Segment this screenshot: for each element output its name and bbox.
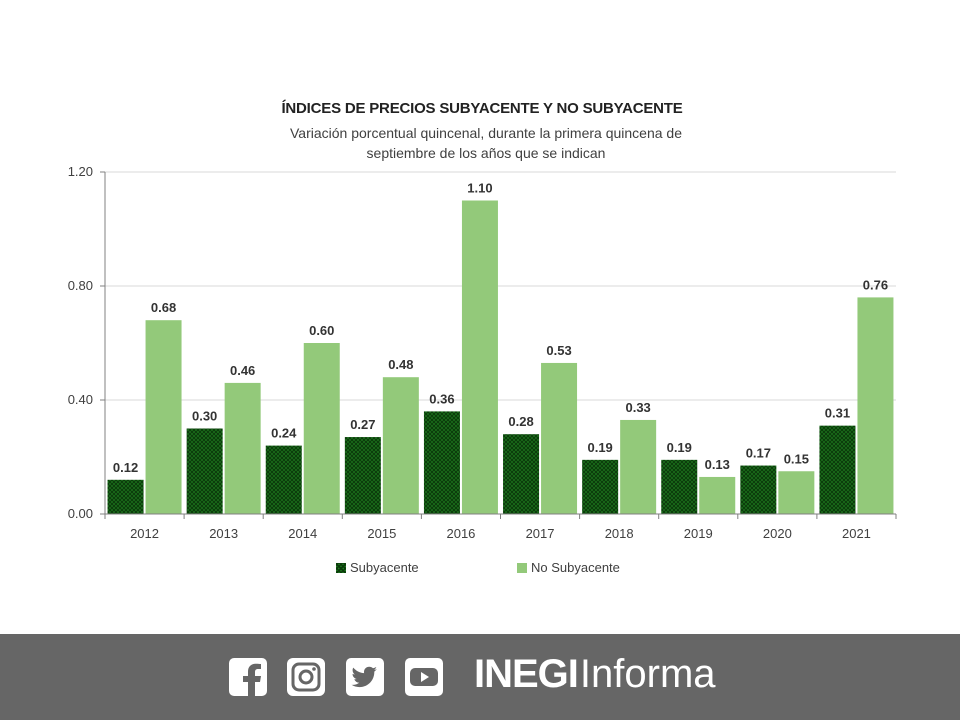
- y-tick-label: 0.40: [68, 392, 93, 407]
- bar-no-subyacente: [303, 343, 340, 514]
- data-label-subyacente: 0.36: [429, 391, 454, 406]
- legend-swatch-subyacente: [336, 562, 346, 573]
- x-tick-label: 2014: [288, 526, 317, 541]
- twitter-icon[interactable]: [346, 658, 384, 696]
- bar-subyacente: [265, 445, 302, 514]
- bar-subyacente: [107, 479, 144, 514]
- bar-subyacente: [582, 459, 619, 514]
- y-tick-label: 0.80: [68, 278, 93, 293]
- bar-no-subyacente: [699, 476, 736, 514]
- bar-no-subyacente: [145, 320, 182, 514]
- chart-subtitle: Variación porcentual quincenal, durante …: [290, 125, 682, 161]
- data-label-subyacente: 0.24: [271, 426, 297, 441]
- x-tick-label: 2017: [526, 526, 555, 541]
- data-label-subyacente: 0.12: [113, 460, 138, 475]
- legend-item-no-subyacente: No Subyacente: [517, 560, 620, 575]
- facebook-icon[interactable]: [229, 658, 267, 696]
- data-label-no-subyacente: 0.76: [863, 277, 888, 292]
- bar-no-subyacente: [857, 297, 894, 514]
- legend-label-no-subyacente: No Subyacente: [531, 560, 620, 575]
- y-tick-label: 1.20: [68, 164, 93, 179]
- x-tick-label: 2021: [842, 526, 871, 541]
- data-label-no-subyacente: 0.48: [388, 357, 413, 372]
- x-tick-label: 2019: [684, 526, 713, 541]
- bar-chart: 0.00 0.40 0.80 1.20 2012 2013 2014 2015 2016 2017…: [68, 164, 897, 541]
- data-label-no-subyacente: 0.13: [705, 457, 730, 472]
- instagram-icon[interactable]: [287, 658, 325, 696]
- x-tick-label: 2015: [367, 526, 396, 541]
- legend-label-subyacente: Subyacente: [350, 560, 419, 575]
- bar-subyacente: [819, 425, 856, 514]
- data-label-no-subyacente: 0.68: [151, 300, 176, 315]
- x-tick-label: 2018: [605, 526, 634, 541]
- x-tick-label: 2012: [130, 526, 159, 541]
- bar-no-subyacente: [224, 382, 261, 514]
- data-label-subyacente: 0.19: [667, 440, 692, 455]
- bar-no-subyacente: [778, 471, 815, 514]
- data-label-subyacente: 0.31: [825, 406, 850, 421]
- data-label-no-subyacente: 0.33: [625, 400, 650, 415]
- data-label-no-subyacente: 0.60: [309, 323, 334, 338]
- data-label-subyacente: 0.19: [587, 440, 612, 455]
- bar-no-subyacente: [382, 377, 419, 514]
- data-label-no-subyacente: 1.10: [467, 181, 492, 196]
- footer-bar: INEGIInforma: [0, 634, 960, 720]
- inegi-informa-logo: INEGIInforma: [474, 652, 716, 696]
- bar-no-subyacente: [620, 419, 657, 514]
- data-label-no-subyacente: 0.46: [230, 363, 255, 378]
- bar-subyacente: [503, 434, 540, 514]
- youtube-icon[interactable]: [405, 658, 443, 696]
- data-label-subyacente: 0.27: [350, 417, 375, 432]
- bar-no-subyacente: [461, 200, 498, 514]
- bar-subyacente: [423, 411, 460, 514]
- data-label-no-subyacente: 0.53: [546, 343, 571, 358]
- bar-no-subyacente: [541, 362, 578, 514]
- x-tick-label: 2013: [209, 526, 238, 541]
- bar-subyacente: [661, 459, 698, 514]
- legend-swatch-no-subyacente: [517, 562, 527, 573]
- x-tick-label: 2016: [446, 526, 475, 541]
- data-label-subyacente: 0.17: [746, 446, 771, 461]
- y-tick-label: 0.00: [68, 506, 93, 521]
- bar-subyacente: [186, 428, 223, 514]
- data-label-subyacente: 0.28: [508, 414, 533, 429]
- x-tick-label: 2020: [763, 526, 792, 541]
- data-label-subyacente: 0.30: [192, 409, 217, 424]
- bar-subyacente: [740, 465, 777, 514]
- data-label-no-subyacente: 0.15: [784, 451, 809, 466]
- bar-subyacente: [344, 437, 381, 514]
- legend-item-subyacente: Subyacente: [336, 560, 419, 575]
- chart-title: ÍNDICES DE PRECIOS SUBYACENTE Y NO SUBYA…: [281, 100, 683, 117]
